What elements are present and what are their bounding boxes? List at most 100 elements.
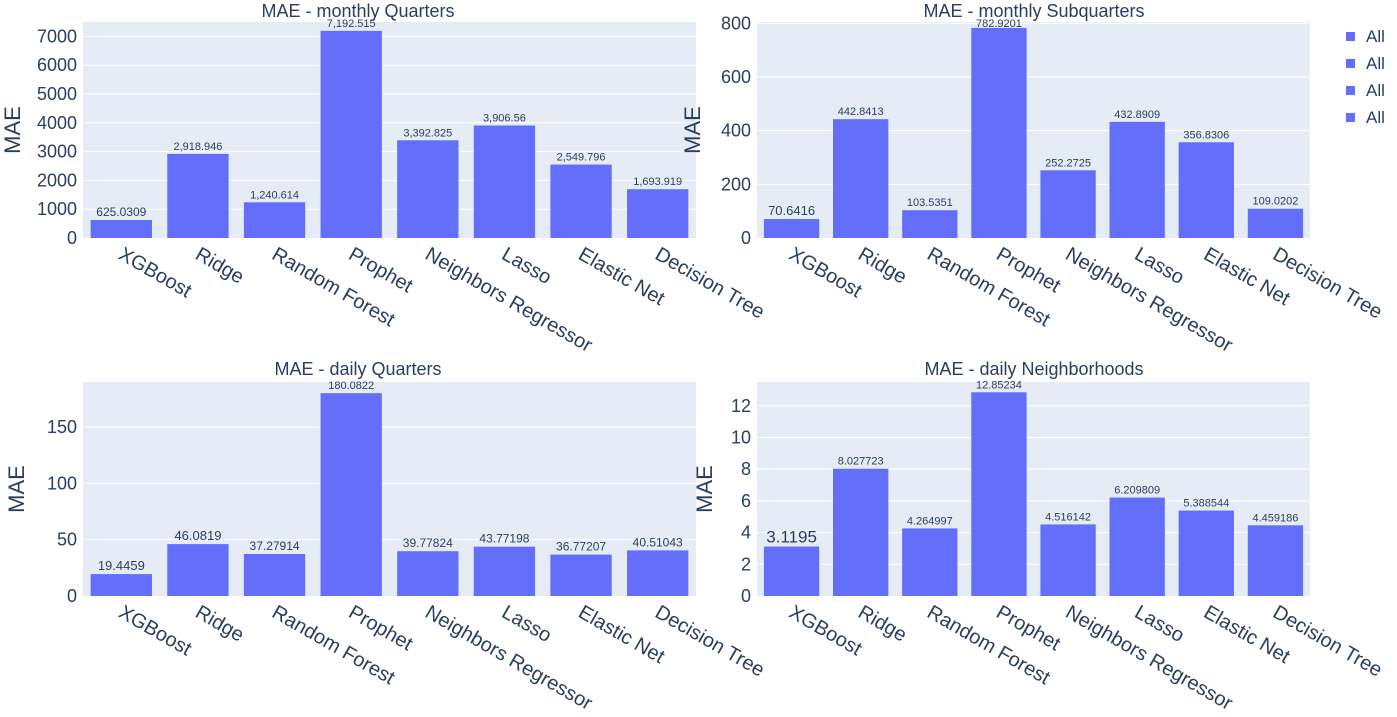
y-tick-label: 8 — [741, 459, 751, 479]
bar-6 — [473, 125, 536, 238]
bar-2 — [167, 544, 229, 596]
bar-1 — [90, 219, 152, 238]
y-tick-label: 800 — [721, 13, 751, 33]
x-tick-label: Elastic Net — [575, 601, 669, 668]
y-tick-label: 0 — [741, 228, 751, 248]
bar-1 — [763, 546, 820, 596]
legend-swatch — [1346, 59, 1355, 68]
y-tick-label: 12 — [731, 396, 751, 416]
bar-data-label: 4.264997 — [907, 515, 953, 527]
bar-7 — [1178, 510, 1234, 596]
subplot-4: 0246810123.1195XGBoost8.027723Ridge4.264… — [692, 359, 1386, 715]
legend-entry: All — [1366, 108, 1385, 127]
bar-5 — [1040, 170, 1096, 238]
y-tick-label: 200 — [721, 174, 751, 194]
bar-4 — [971, 392, 1027, 596]
bar-data-label: 36.77207 — [556, 540, 606, 554]
bar-4 — [320, 30, 382, 239]
bar-data-label: 3.1195 — [766, 528, 817, 547]
x-tick-label: XGBoost — [785, 243, 866, 302]
bar-5 — [397, 551, 459, 596]
y-tick-label: 0 — [67, 228, 77, 248]
bar-data-label: 70.6416 — [768, 203, 815, 218]
bar-8 — [1247, 208, 1304, 238]
y-tick-label: 7000 — [37, 26, 77, 46]
bar-3 — [902, 210, 958, 238]
bar-data-label: 109.0202 — [1252, 196, 1298, 208]
x-tick-label: Decision Tree — [651, 243, 768, 323]
bar-data-label: 442.8413 — [838, 106, 884, 118]
bar-data-label: 3,392.825 — [403, 127, 452, 139]
x-tick-label: Ridge — [191, 601, 247, 646]
bar-data-label: 432.8909 — [1114, 109, 1160, 121]
bar-7 — [550, 554, 612, 596]
bar-data-label: 6.209809 — [1114, 485, 1160, 497]
bar-data-label: 5.388544 — [1183, 498, 1229, 510]
y-tick-label: 4 — [741, 523, 751, 543]
bar-data-label: 40.51043 — [633, 535, 683, 549]
x-tick-label: XGBoost — [785, 601, 866, 660]
subplot-3: 05010015019.4459XGBoost46.0819Ridge37.27… — [4, 359, 768, 715]
y-tick-label: 10 — [731, 427, 751, 447]
y-tick-label: 600 — [721, 67, 751, 87]
y-axis-label: MAE — [4, 465, 29, 513]
y-tick-label: 150 — [47, 417, 77, 437]
bar-6 — [1109, 497, 1165, 596]
legend: All All All All — [1346, 27, 1385, 127]
chart-title: MAE - daily Quarters — [274, 359, 441, 379]
bar-3 — [243, 202, 306, 238]
bar-7 — [550, 164, 612, 238]
bar-data-label: 2,549.796 — [557, 152, 606, 164]
y-axis-label: MAE — [0, 106, 25, 154]
y-tick-label: 1000 — [37, 199, 77, 219]
y-tick-label: 6000 — [37, 55, 77, 75]
bar-data-label: 46.0819 — [174, 528, 221, 543]
y-tick-label: 3000 — [37, 142, 77, 162]
bar-8 — [627, 189, 689, 238]
y-tick-label: 50 — [57, 530, 77, 550]
bar-2 — [833, 468, 889, 596]
bar-3 — [902, 528, 958, 596]
bar-data-label: 37.27914 — [250, 539, 300, 553]
legend-entry: All — [1366, 27, 1385, 46]
x-tick-label: Elastic Net — [575, 243, 669, 310]
y-tick-label: 0 — [741, 586, 751, 606]
bar-data-label: 19.4459 — [98, 558, 145, 573]
x-tick-label: Decision Tree — [1269, 601, 1386, 681]
bar-data-label: 252.2725 — [1045, 157, 1091, 169]
x-tick-label: XGBoost — [115, 243, 196, 302]
bar-4 — [320, 393, 382, 596]
legend-swatch — [1346, 32, 1355, 41]
y-tick-label: 100 — [47, 473, 77, 493]
y-tick-label: 4000 — [37, 113, 77, 133]
bar-8 — [627, 550, 689, 596]
subplot-1: 01000200030004000500060007000625.0309XGB… — [0, 1, 768, 357]
x-tick-label: Ridge — [191, 243, 247, 288]
legend-swatch — [1346, 86, 1355, 95]
bar-8 — [1247, 525, 1304, 596]
bar-data-label: 8.027723 — [838, 456, 884, 468]
bar-7 — [1178, 142, 1234, 238]
y-tick-label: 6 — [741, 491, 751, 511]
y-tick-label: 5000 — [37, 84, 77, 104]
x-tick-label: Lasso — [498, 601, 555, 647]
subplot-2: 020040060080070.6416XGBoost442.8413Ridge… — [680, 1, 1386, 357]
bar-data-label: 103.5351 — [907, 197, 953, 209]
bar-data-label: 3,906.56 — [483, 112, 526, 124]
bar-5 — [397, 140, 459, 238]
bar-6 — [1109, 121, 1165, 238]
bar-data-label: 180.0822 — [328, 380, 374, 392]
chart-title: MAE - daily Neighborhoods — [924, 359, 1143, 379]
bar-data-label: 39.77824 — [403, 536, 453, 550]
bar-1 — [763, 219, 820, 238]
bar-6 — [473, 546, 536, 596]
bar-data-label: 4.516142 — [1045, 511, 1091, 523]
legend-swatch — [1346, 113, 1355, 122]
y-tick-label: 2 — [741, 554, 751, 574]
bar-data-label: 43.77198 — [479, 532, 529, 546]
bar-2 — [167, 153, 229, 238]
x-tick-label: Decision Tree — [1269, 243, 1386, 323]
x-tick-label: Random Forest — [923, 601, 1054, 689]
bar-data-label: 782.9201 — [976, 18, 1022, 30]
